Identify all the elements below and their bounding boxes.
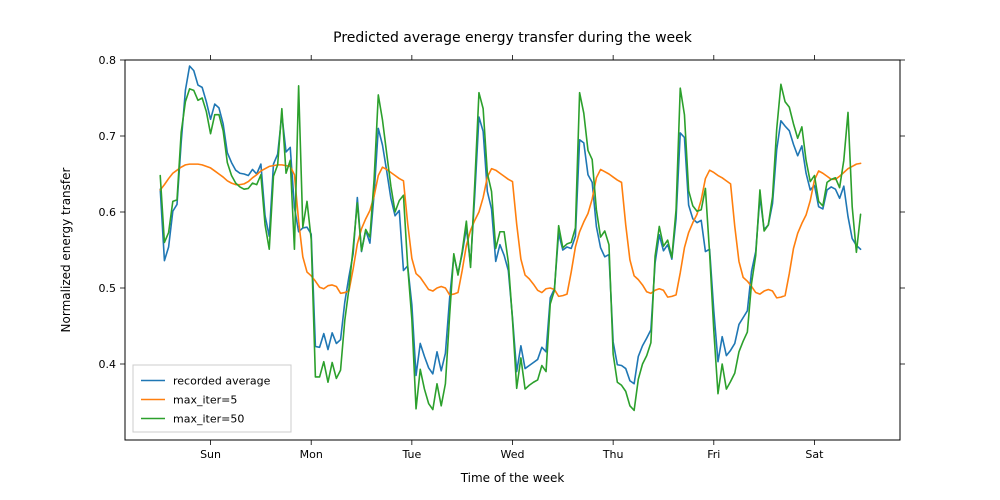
ytick-label: 0.5	[99, 282, 117, 295]
xtick-label: Sat	[805, 448, 824, 461]
ytick-label: 0.6	[99, 206, 117, 219]
y-axis-label: Normalized energy transfer	[59, 167, 73, 332]
ytick-label: 0.4	[99, 358, 117, 371]
chart-svg: 0.4 0.5 0.6 0.7 0.8 Sun Mon Tue Wed Thu Fri Sat Pred…	[0, 0, 1000, 500]
xtick-label: Wed	[501, 448, 525, 461]
xtick-label: Sun	[200, 448, 221, 461]
xtick-label: Tue	[401, 448, 421, 461]
chart-title: Predicted average energy transfer during…	[333, 30, 693, 46]
xtick-label: Mon	[300, 448, 323, 461]
legend-label: recorded average	[173, 375, 271, 388]
energy-transfer-chart: 0.4 0.5 0.6 0.7 0.8 Sun Mon Tue Wed Thu Fri Sat Pred…	[0, 0, 1000, 500]
x-axis-label: Time of the week	[460, 471, 565, 485]
legend-label: max_iter=50	[173, 413, 244, 426]
legend-label: max_iter=5	[173, 394, 237, 407]
legend: recorded average max_iter=5 max_iter=50	[133, 365, 291, 432]
ytick-label: 0.8	[99, 54, 117, 67]
xtick-label: Fri	[707, 448, 720, 461]
ytick-label: 0.7	[99, 130, 117, 143]
xtick-label: Thu	[602, 448, 624, 461]
